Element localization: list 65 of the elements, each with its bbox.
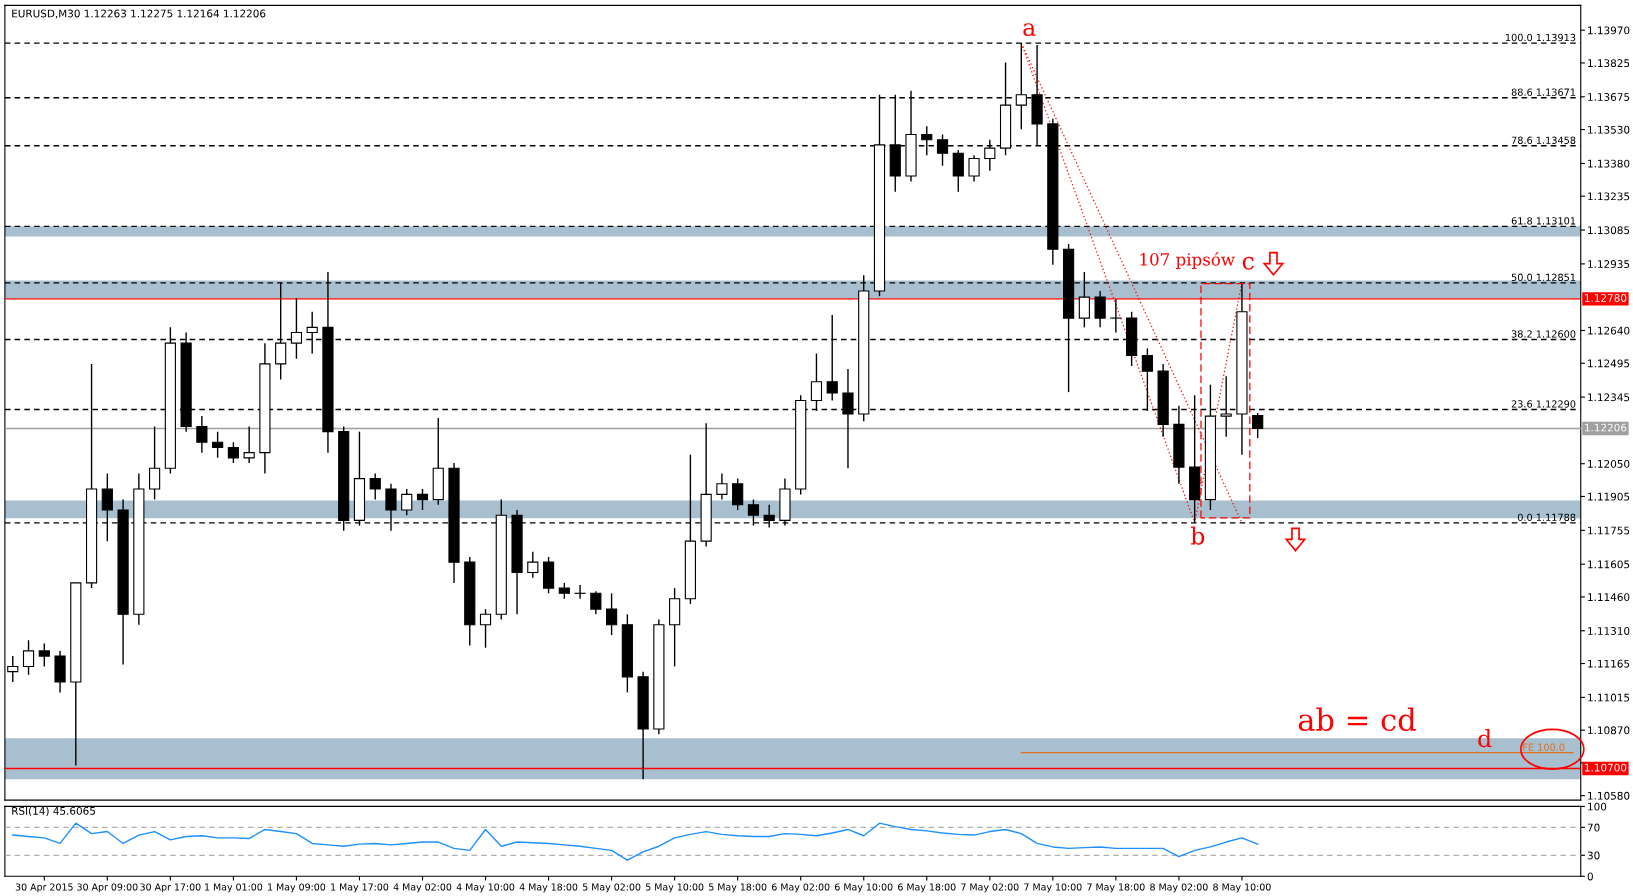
x-tick-label: 1 May 01:00	[205, 883, 263, 893]
ref-line-label: 1.12206	[1585, 423, 1627, 432]
ref-line-label: 1.12780	[1585, 294, 1627, 302]
x-tick-label: 30 Apr 17:00	[140, 883, 201, 893]
x-tick-label: 1 May 09:00	[268, 883, 326, 893]
x-tick-label: 7 May 18:00	[1087, 883, 1145, 893]
y-tick-label: 1.13085	[1588, 226, 1630, 235]
x-tick-label: 4 May 02:00	[393, 883, 452, 893]
annotation: a	[1023, 23, 1036, 37]
x-tick-label: 5 May 10:00	[645, 883, 704, 893]
ref-line-label: 1.10700	[1585, 763, 1627, 772]
y-tick-label: 1.13530	[1588, 125, 1630, 134]
x-tick-label: 4 May 10:00	[456, 883, 515, 893]
chart-title: EURUSD,M30 1.12263 1.12275 1.12164 1.12206	[12, 9, 266, 19]
y-tick-label: 1.11165	[1588, 659, 1630, 668]
x-tick-label: 4 May 18:00	[519, 883, 578, 893]
y-tick-label: 100	[1588, 802, 1607, 811]
y-tick-label: 1.13970	[1588, 26, 1630, 35]
annotation: ab = cd	[1298, 707, 1416, 732]
x-tick-label: 5 May 18:00	[709, 883, 767, 893]
ref-line-label: 78.6 1.13458	[1511, 136, 1576, 144]
x-tick-label: 1 May 17:00	[331, 883, 389, 893]
x-tick-label: 6 May 18:00	[898, 883, 956, 893]
x-tick-label: 6 May 02:00	[771, 883, 830, 893]
y-tick-label: 1.11015	[1588, 693, 1630, 702]
x-tick-label: 8 May 02:00	[1150, 883, 1208, 893]
y-tick-label: 1.11460	[1588, 593, 1630, 602]
y-tick-label: 1.12050	[1588, 459, 1630, 468]
y-tick-label: 1.10580	[1588, 791, 1630, 800]
y-tick-label: 1.11605	[1588, 560, 1630, 569]
y-tick-label: 1.10870	[1588, 726, 1630, 735]
ref-line-label: 0.0 1.11788	[1517, 513, 1576, 521]
ref-line-label: 61.8 1.13101	[1511, 217, 1576, 225]
y-tick-label: 1.12345	[1588, 393, 1630, 402]
annotation: 107 pipsów	[1140, 252, 1235, 269]
ref-line-label: 88.6 1.13671	[1511, 88, 1576, 96]
ref-line-label: 50.0 1.12851	[1511, 273, 1576, 281]
y-tick-label: 1.11905	[1588, 492, 1630, 501]
y-tick-label: 70	[1587, 823, 1600, 832]
x-tick-label: 7 May 02:00	[961, 883, 1019, 893]
ref-line-label: 38.2 1.12600	[1511, 330, 1576, 338]
y-tick-label: 1.13380	[1588, 159, 1630, 168]
ref-line-label: 23.6 1.12290	[1511, 400, 1576, 408]
y-tick-label: 1.13675	[1588, 93, 1630, 101]
annotation: c	[1242, 256, 1254, 270]
y-tick-label: 1.13825	[1588, 59, 1630, 68]
y-tick-label: 1.11310	[1588, 627, 1630, 635]
series-label: FE 100.0	[1523, 743, 1565, 751]
y-tick-label: 1.11755	[1588, 526, 1630, 535]
chart-title: RSI(14) 45.6065	[12, 806, 95, 817]
y-tick-label: 1.12640	[1588, 326, 1630, 335]
y-tick-label: 30	[1587, 851, 1600, 860]
x-tick-label: 8 May 10:00	[1213, 883, 1271, 893]
x-tick-label: 30 Apr 09:00	[77, 883, 138, 893]
y-tick-label: 1.13235	[1588, 192, 1630, 201]
x-tick-label: 6 May 10:00	[835, 883, 893, 893]
x-tick-label: 7 May 10:00	[1024, 883, 1082, 893]
y-tick-label: 1.12495	[1588, 359, 1630, 368]
annotation: d	[1478, 729, 1492, 748]
y-tick-label: 0	[1587, 872, 1593, 881]
x-tick-label: 30 Apr 2015	[15, 883, 73, 893]
ref-line-label: 100.0 1.13913	[1505, 33, 1576, 42]
annotation: b	[1190, 526, 1205, 545]
x-tick-label: 5 May 02:00	[582, 883, 641, 893]
y-tick-label: 1.12935	[1588, 260, 1630, 268]
